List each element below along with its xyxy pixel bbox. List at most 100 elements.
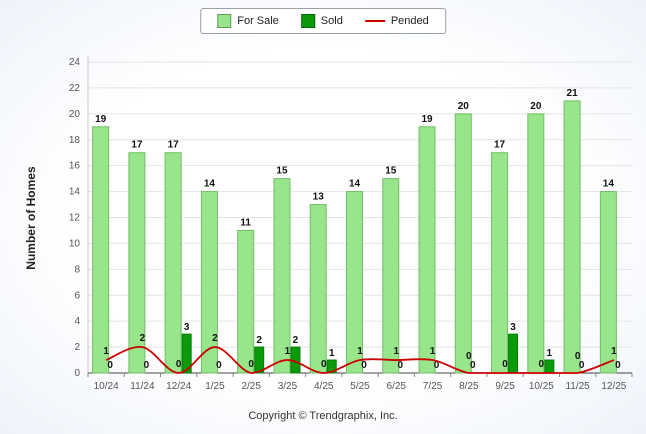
x-tick-label: 4/25 (314, 381, 334, 392)
pended-value-label: 2 (140, 333, 146, 344)
for-sale-value-label: 17 (494, 140, 506, 151)
x-tick-label: 11/24 (130, 381, 155, 392)
pended-value-label: 1 (393, 346, 399, 357)
bar-for-sale (527, 113, 545, 374)
sold-value-label: 0 (579, 360, 585, 371)
pended-value-label: 0 (466, 351, 472, 362)
bar-for-sale (92, 126, 110, 374)
bar-for-sale (418, 126, 436, 374)
sold-value-label: 1 (547, 348, 553, 359)
sold-swatch-icon (300, 14, 315, 28)
pended-value-label: 0 (539, 359, 545, 370)
for-sale-value-label: 15 (276, 166, 288, 177)
bar-for-sale (273, 178, 291, 374)
sold-value-label: 0 (434, 360, 440, 371)
for-sale-value-label: 14 (204, 179, 216, 190)
legend: For Sale Sold Pended (200, 8, 446, 34)
x-tick-label: 7/25 (423, 381, 443, 392)
bar-for-sale (237, 229, 255, 374)
for-sale-swatch-icon (217, 14, 232, 28)
for-sale-value-label: 17 (168, 140, 180, 151)
legend-item-for-sale: For Sale (217, 14, 279, 28)
sold-value-label: 2 (256, 335, 262, 346)
x-tick-label: 12/24 (166, 381, 191, 392)
bar-for-sale (346, 191, 363, 374)
y-tick-label: 24 (69, 57, 81, 68)
sold-value-label: 0 (216, 360, 222, 371)
sold-value-label: 0 (107, 360, 113, 371)
y-tick-label: 16 (69, 161, 81, 172)
legend-item-sold: Sold (300, 14, 343, 28)
bar-sold (326, 359, 337, 374)
sold-value-label: 1 (329, 348, 335, 359)
y-tick-label: 6 (74, 290, 80, 301)
y-tick-label: 10 (69, 238, 81, 249)
for-sale-value-label: 20 (458, 101, 470, 112)
for-sale-value-label: 11 (240, 217, 251, 228)
pended-line-icon (364, 20, 385, 22)
pended-value-label: 1 (611, 346, 617, 357)
bar-sold (254, 346, 265, 374)
x-tick-label: 11/25 (565, 381, 590, 392)
bar-for-sale (200, 191, 218, 374)
sold-value-label: 3 (184, 322, 190, 333)
for-sale-value-label: 14 (349, 179, 361, 190)
y-tick-label: 2 (74, 342, 80, 353)
sold-value-label: 0 (397, 360, 403, 371)
legend-label-for-sale: For Sale (237, 15, 279, 27)
y-tick-label: 18 (69, 135, 81, 146)
y-tick-label: 4 (74, 316, 80, 327)
pended-value-label: 0 (248, 359, 254, 370)
bar-for-sale (382, 178, 400, 374)
bar-for-sale (454, 113, 472, 374)
legend-item-pended: Pended (364, 15, 429, 27)
pended-value-label: 0 (502, 359, 508, 370)
bar-for-sale (563, 100, 581, 374)
pended-line (105, 346, 615, 374)
x-tick-label: 10/25 (529, 381, 554, 392)
bar-for-sale (164, 152, 182, 374)
x-tick-label: 8/25 (459, 381, 479, 392)
pended-value-label: 1 (430, 346, 436, 357)
x-tick-label: 1/25 (205, 381, 225, 392)
sold-value-label: 3 (510, 322, 516, 333)
legend-label-sold: Sold (320, 15, 343, 27)
for-sale-value-label: 13 (313, 192, 325, 203)
pended-value-label: 1 (103, 346, 109, 357)
bar-for-sale (491, 152, 509, 374)
y-tick-label: 22 (69, 83, 81, 94)
bar-for-sale (128, 152, 146, 374)
pended-value-label: 0 (176, 359, 182, 370)
y-tick-label: 14 (69, 187, 81, 198)
sold-value-label: 2 (293, 335, 299, 346)
for-sale-value-label: 21 (567, 88, 579, 99)
sold-value-label: 0 (144, 360, 150, 371)
y-tick-label: 0 (74, 368, 80, 379)
x-tick-label: 2/25 (241, 381, 261, 392)
pended-value-label: 1 (357, 346, 363, 357)
for-sale-value-label: 19 (421, 114, 433, 125)
for-sale-value-label: 20 (530, 101, 542, 112)
x-tick-label: 6/25 (387, 381, 407, 392)
x-tick-label: 9/25 (495, 381, 515, 392)
pended-value-label: 0 (575, 351, 581, 362)
x-tick-label: 5/25 (350, 381, 370, 392)
x-tick-label: 12/25 (601, 381, 626, 392)
for-sale-value-label: 15 (385, 166, 397, 177)
y-tick-label: 12 (69, 213, 81, 224)
x-tick-label: 10/24 (94, 381, 119, 392)
for-sale-value-label: 14 (603, 179, 615, 190)
bar-for-sale (599, 191, 617, 374)
bar-sold (544, 359, 555, 374)
pended-value-label: 2 (212, 333, 218, 344)
pended-value-label: 1 (285, 346, 291, 357)
y-tick-label: 20 (69, 109, 81, 120)
legend-label-pended: Pended (390, 15, 429, 27)
pended-value-label: 0 (321, 359, 327, 370)
x-tick-label: 3/25 (278, 381, 298, 392)
bar-sold (181, 333, 192, 374)
y-axis-title: Number of Homes (24, 166, 38, 270)
copyright-text: Copyright © Trendgraphix, Inc. (248, 410, 398, 422)
